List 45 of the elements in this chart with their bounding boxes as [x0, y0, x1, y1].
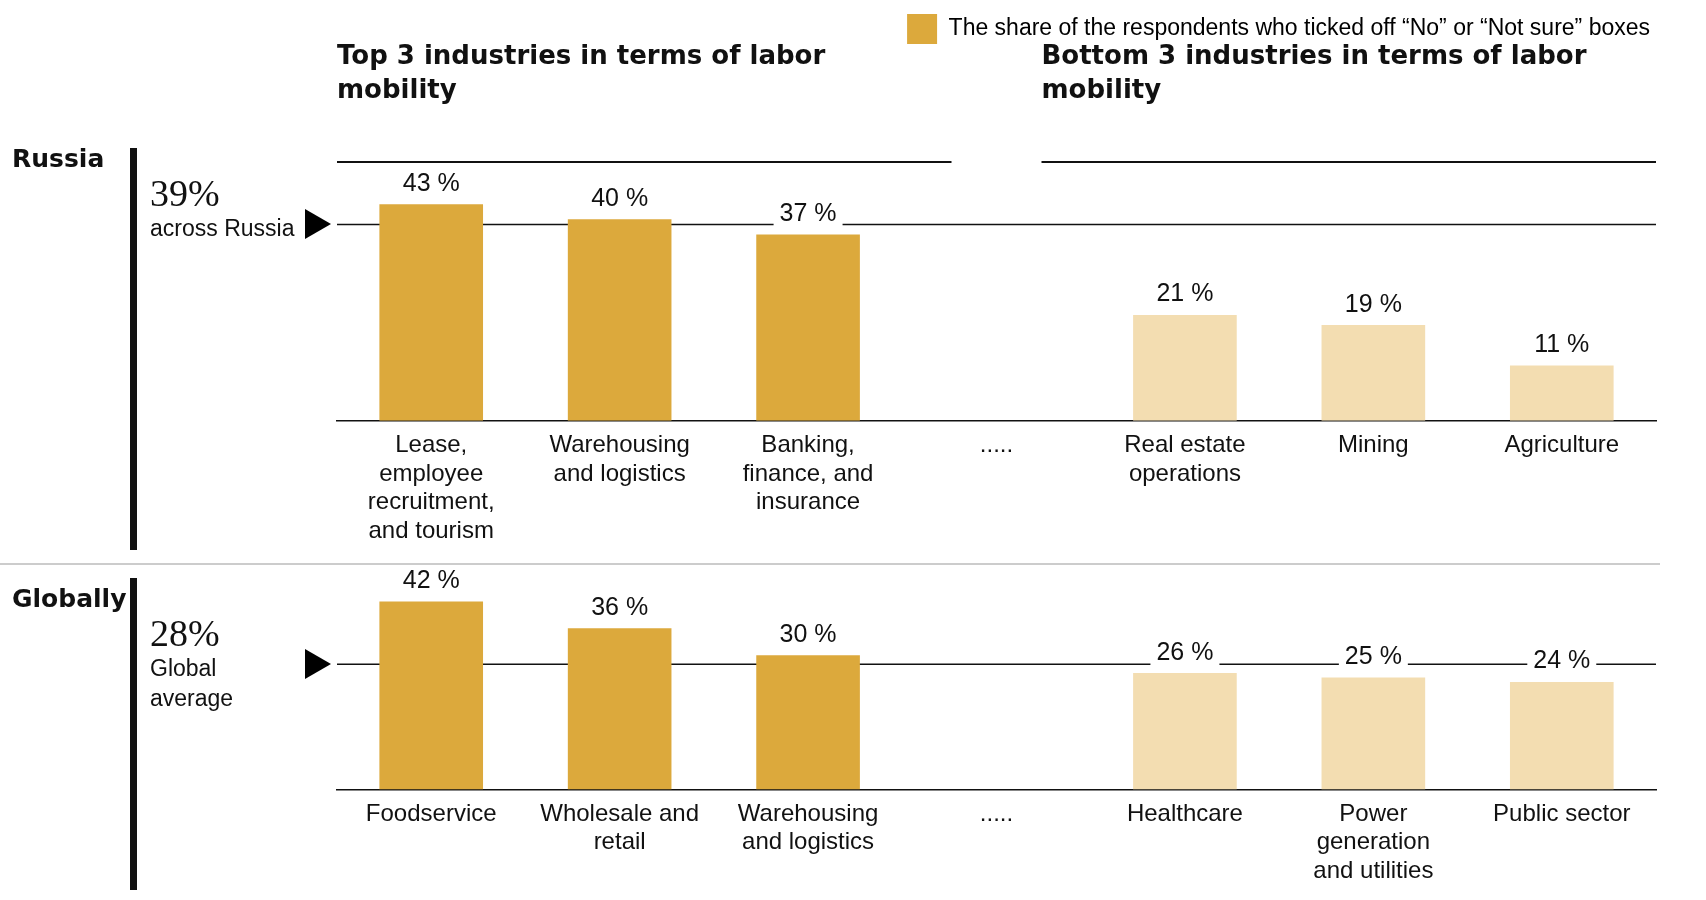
data-label: 40 %	[591, 182, 649, 211]
bar	[756, 234, 860, 421]
data-label: 19 %	[1344, 288, 1402, 317]
text: Bottom 3 industries in terms of labor mobility	[1041, 40, 1587, 104]
bar	[1133, 673, 1237, 790]
bar	[1321, 677, 1426, 790]
y-axis-title: Globally	[12, 584, 127, 613]
x-tick-label: Public sector	[1493, 798, 1631, 826]
x-tick-label: Real estate operations	[1124, 429, 1246, 486]
data-label: 24 %	[1533, 645, 1591, 674]
x-tick-label: Mining	[1338, 429, 1409, 457]
x-tick-label: Lease, employee recruitment, and tourism	[367, 429, 495, 544]
bar	[379, 204, 484, 421]
x-tick-label: Warehousing and logistics	[737, 798, 879, 855]
x-tick-label: Banking, finance, and insurance	[742, 429, 874, 515]
x-tick-label: Warehousing and logistics	[549, 429, 690, 486]
x-tick-label: Power generation and utilities	[1313, 798, 1434, 884]
legend-label: The share of the respondents who ticked off “No” or “Not sure” boxes	[948, 14, 1650, 41]
ref-line-label: 39% across Russia	[150, 172, 295, 242]
x-tick-label: Foodservice	[365, 798, 497, 826]
ref-line-label: 28% Global average	[150, 612, 234, 712]
x-tick-label: Wholesale and retail	[540, 798, 700, 855]
bar	[756, 655, 860, 790]
x-tick-label: .....	[979, 798, 1014, 826]
bar	[1509, 365, 1614, 421]
data-label: 43 %	[402, 167, 460, 196]
data-label: 30 %	[779, 618, 837, 647]
bar	[1321, 325, 1426, 421]
y-axis-title: Russia	[12, 144, 105, 173]
data-label: 25 %	[1344, 640, 1402, 669]
bar	[1133, 315, 1237, 421]
x-tick-label: Agriculture	[1504, 429, 1620, 457]
bar	[567, 219, 672, 421]
text: Top 3 industries in terms of labor mobility	[337, 40, 826, 104]
x-tick-label: Healthcare	[1126, 798, 1243, 826]
data-label: 42 %	[402, 564, 460, 593]
bar	[379, 601, 484, 790]
data-label: 21 %	[1156, 278, 1214, 307]
bar	[1509, 682, 1614, 790]
bar	[567, 628, 672, 790]
data-label: 36 %	[591, 591, 649, 620]
data-label: 11 %	[1534, 328, 1590, 357]
data-label: 37 %	[779, 197, 837, 226]
x-tick-label: .....	[979, 429, 1014, 457]
data-label: 26 %	[1156, 636, 1214, 665]
